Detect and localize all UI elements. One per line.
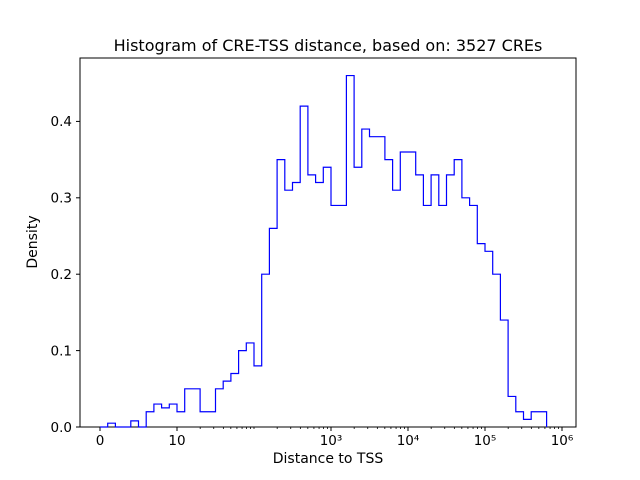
x-tick-label: 10⁶ (551, 433, 574, 449)
x-tick-label: 10³ (320, 433, 343, 449)
y-tick-label: 0.0 (51, 420, 72, 436)
x-tick-label: 10⁴ (397, 433, 420, 449)
x-tick-label: 10 (168, 433, 185, 449)
y-tick-label: 0.1 (51, 343, 72, 359)
x-axis-label: Distance to TSS (272, 451, 384, 467)
x-tick-label: 10⁵ (474, 433, 497, 449)
y-tick-label: 0.4 (51, 114, 72, 130)
plot-border (79, 57, 577, 428)
x-tick-label: 0 (96, 433, 105, 449)
y-tick-label: 0.3 (51, 191, 72, 207)
y-tick-label: 0.2 (51, 267, 72, 283)
plot-title: Histogram of CRE-TSS distance, based on:… (113, 36, 543, 55)
histogram-step-line (100, 74, 548, 428)
